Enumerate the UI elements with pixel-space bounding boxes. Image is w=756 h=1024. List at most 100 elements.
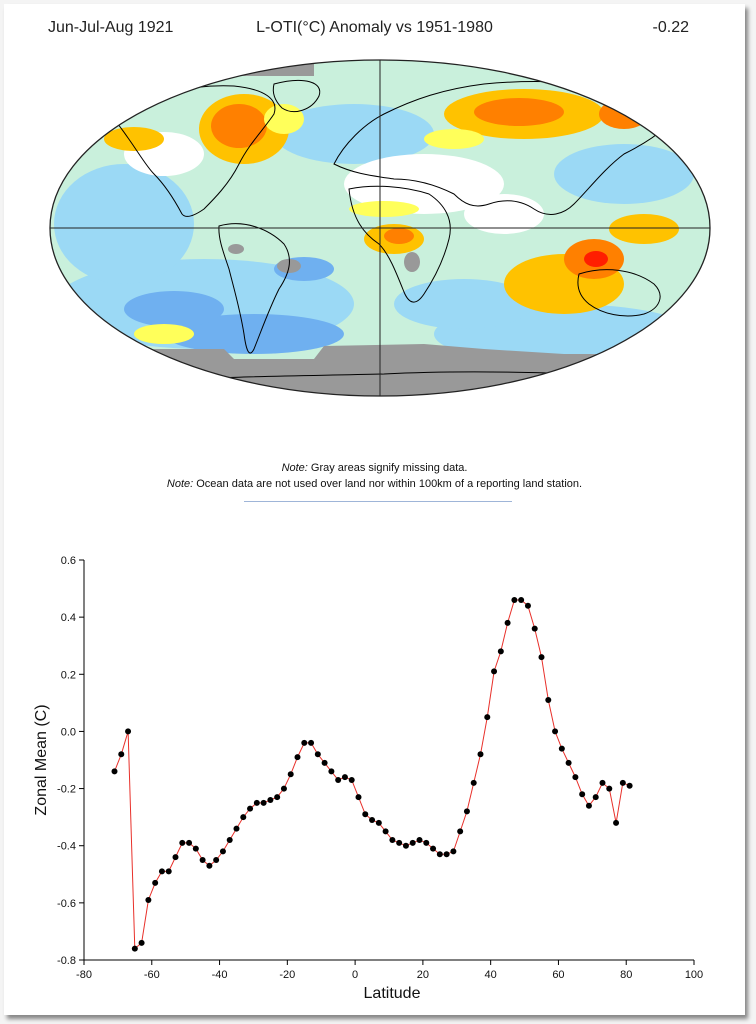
x-tick-label: 40 — [485, 969, 497, 981]
notes: Note: Gray areas signify missing data. N… — [4, 460, 745, 492]
y-tick-label: 0.6 — [61, 555, 76, 567]
data-point — [348, 777, 355, 783]
data-point — [118, 751, 125, 758]
y-tick-label: -0.6 — [57, 898, 76, 910]
data-point — [308, 739, 315, 746]
y-tick-label: 0.0 — [61, 726, 76, 738]
data-point — [613, 819, 620, 826]
x-tick-label: 20 — [417, 969, 429, 981]
separator-line — [244, 501, 512, 502]
data-point — [518, 597, 525, 603]
data-point — [470, 779, 477, 786]
x-tick-label: -60 — [144, 969, 160, 981]
data-point — [545, 697, 552, 703]
data-point — [409, 839, 416, 846]
data-point — [402, 842, 409, 849]
x-tick-label: 80 — [620, 969, 632, 981]
note-label: Note: — [281, 462, 308, 474]
note-missing-data: Note: Gray areas signify missing data. — [4, 460, 745, 476]
data-point — [165, 868, 172, 875]
data-point — [531, 625, 538, 632]
data-point — [125, 728, 132, 735]
map-title: L-OTI(°C) Anomaly vs 1951-1980 — [256, 19, 493, 36]
data-point — [552, 728, 559, 735]
data-point — [213, 857, 220, 863]
data-point — [294, 754, 301, 761]
data-point — [369, 817, 376, 823]
data-point — [396, 839, 403, 846]
data-point — [572, 774, 579, 781]
data-point — [341, 774, 348, 781]
data-point — [579, 791, 586, 798]
data-point — [450, 848, 457, 855]
x-tick-label: 100 — [685, 969, 703, 981]
data-point — [477, 751, 484, 758]
y-tick-label: -0.2 — [57, 784, 76, 796]
data-point — [287, 771, 294, 778]
data-point — [619, 779, 626, 786]
data-point — [328, 768, 335, 775]
data-point — [443, 851, 450, 858]
map-field — [50, 60, 710, 396]
data-point — [199, 857, 206, 863]
data-point — [186, 839, 193, 846]
note-ocean-data: Note: Ocean data are not used over land … — [4, 476, 745, 492]
data-point — [301, 739, 308, 746]
data-point — [484, 714, 491, 721]
note-text: Ocean data are not used over land nor wi… — [193, 478, 583, 490]
y-tick-label: 0.4 — [61, 612, 76, 624]
data-point — [274, 794, 281, 801]
data-point — [247, 805, 254, 812]
x-tick-label: 0 — [352, 969, 358, 981]
series-line — [114, 599, 630, 950]
data-point — [192, 845, 199, 852]
x-tick-label: -80 — [76, 969, 92, 981]
x-tick-label: -20 — [279, 969, 295, 981]
data-point — [389, 837, 396, 843]
data-point — [497, 648, 504, 655]
data-point — [592, 794, 599, 801]
x-tick-label: 60 — [552, 969, 564, 981]
data-point — [362, 811, 369, 818]
data-point — [138, 939, 145, 946]
data-point — [240, 814, 247, 821]
y-tick-label: 0.2 — [61, 669, 76, 681]
data-point — [226, 837, 233, 843]
data-point — [179, 839, 186, 846]
data-point — [145, 897, 152, 903]
data-point — [321, 759, 328, 766]
data-point — [430, 845, 437, 852]
data-point — [260, 799, 267, 806]
figure-card: Jun-Jul-Aug 1921 L-OTI(°C) Anomaly vs 19… — [4, 4, 745, 1015]
data-point — [491, 668, 498, 675]
data-point — [524, 602, 531, 609]
data-point — [599, 779, 606, 786]
data-point — [267, 797, 274, 803]
data-point — [253, 799, 260, 806]
data-point — [280, 785, 287, 792]
data-point — [314, 751, 321, 758]
y-tick-label: -0.4 — [57, 841, 76, 853]
x-tick-label: -40 — [212, 969, 228, 981]
y-tick-label: -0.8 — [57, 955, 76, 967]
data-point — [335, 777, 342, 783]
data-point — [565, 759, 572, 766]
data-point — [423, 839, 430, 846]
data-point — [172, 854, 179, 861]
data-point — [511, 597, 518, 603]
data-point — [355, 794, 362, 801]
global-mean-value: -0.22 — [652, 19, 689, 36]
data-point — [558, 745, 565, 752]
period-label: Jun-Jul-Aug 1921 — [48, 19, 174, 36]
data-point — [375, 819, 382, 826]
data-point — [436, 851, 443, 858]
anomaly-map: −4.1−4.0−2.0−1.0−0.5−0.20.20.51.02.04.04… — [49, 59, 711, 397]
data-point — [538, 654, 545, 661]
data-point — [504, 619, 511, 626]
data-point — [206, 862, 213, 869]
y-axis-label: Zonal Mean (C) — [33, 704, 50, 815]
data-point — [606, 785, 613, 792]
data-point — [152, 879, 159, 886]
data-point — [416, 837, 423, 843]
x-axis-label: Latitude — [364, 985, 421, 1002]
